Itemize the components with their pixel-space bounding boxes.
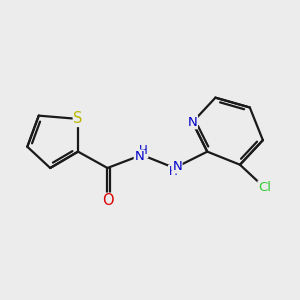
Text: S: S	[73, 111, 83, 126]
Text: H: H	[169, 165, 177, 178]
Text: Cl: Cl	[258, 181, 271, 194]
Text: O: O	[102, 193, 113, 208]
Text: N: N	[134, 150, 144, 163]
Text: H: H	[139, 145, 148, 158]
Text: N: N	[188, 116, 197, 129]
Text: N: N	[172, 160, 182, 173]
